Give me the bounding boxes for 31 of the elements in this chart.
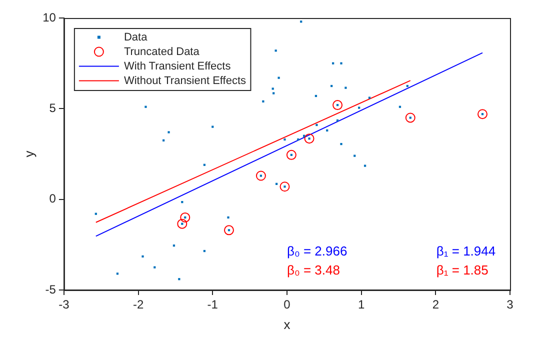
legend-label: With Transient Effects <box>124 60 232 72</box>
x-tick-label: 3 <box>506 298 514 312</box>
x-axis-title: x <box>284 316 291 332</box>
annotation: β₀ = 3.48 <box>286 262 340 278</box>
x-tick-label: -1 <box>207 298 218 312</box>
point <box>180 212 190 222</box>
point <box>256 170 266 181</box>
point <box>477 109 488 120</box>
point <box>280 182 290 192</box>
x-tick-label: 1 <box>358 298 365 312</box>
legend-label: Truncated Data <box>124 46 200 58</box>
legend-label: Without Transient Effects <box>124 74 247 87</box>
y-tick-label: 0 <box>49 192 56 206</box>
point <box>304 134 314 144</box>
x-tick-label: 2 <box>432 298 440 312</box>
annotation: β₁ = 1.944 <box>436 244 496 259</box>
point <box>177 218 188 229</box>
x-tick-label: -2 <box>132 298 144 312</box>
y-tick-label: 5 <box>49 100 56 115</box>
y-tick-label: -5 <box>45 282 56 296</box>
annotation: β₁ = 1.85 <box>436 262 488 278</box>
point <box>224 225 234 236</box>
y-tick-label: 10 <box>42 10 56 24</box>
point <box>286 150 296 160</box>
x-tick-label: 0 <box>284 298 291 312</box>
legend-label: Data <box>124 31 148 44</box>
point <box>405 112 416 123</box>
x-tick-label: -3 <box>58 298 70 312</box>
point <box>332 100 343 110</box>
y-axis-title: y <box>21 150 36 158</box>
annotation: β₀ = 2.966 <box>286 244 348 259</box>
